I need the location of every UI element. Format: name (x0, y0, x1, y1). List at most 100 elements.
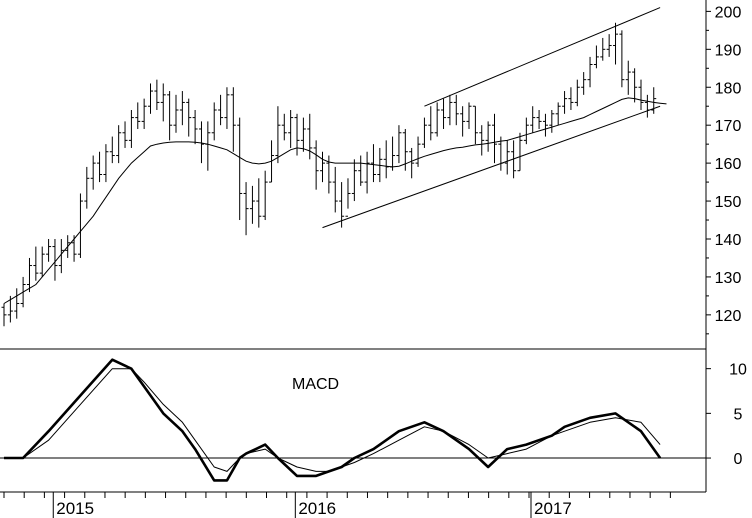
price-tick-label: 150 (715, 194, 742, 211)
price-bar (281, 113, 287, 141)
price-bar (154, 79, 160, 111)
price-bar (116, 125, 122, 164)
price-bar (441, 98, 447, 129)
price-bar (128, 110, 134, 148)
price-bar (339, 182, 345, 228)
price-bar (370, 144, 376, 183)
macd-tick-label: 10 (729, 362, 747, 379)
price-bar (77, 193, 83, 258)
price-bar (33, 246, 39, 281)
price-bar (243, 182, 249, 236)
price-bar (377, 147, 383, 183)
price-bar (632, 68, 638, 103)
price-bar (173, 94, 179, 133)
price-axis: 120 130 140 150 160 170 180 190 200 (706, 4, 742, 335)
price-bar (606, 34, 612, 57)
price-bars (1, 22, 657, 327)
year-label: 2017 (534, 499, 572, 518)
price-bar (345, 178, 351, 217)
price-bar (103, 144, 109, 183)
price-bar (122, 121, 128, 148)
price-tick-label: 120 (715, 308, 742, 325)
price-bar (14, 288, 20, 319)
price-bar (568, 87, 574, 111)
price-bar (332, 166, 338, 213)
price-bar (148, 83, 154, 114)
price-bar (218, 94, 224, 126)
price-bar (428, 106, 434, 141)
channel-lower-line (322, 105, 661, 229)
price-tick-label: 160 (715, 156, 742, 173)
price-bar (434, 102, 440, 137)
price-bar (466, 102, 472, 129)
price-bar (421, 117, 427, 148)
price-bar (46, 238, 52, 262)
price-bar (504, 140, 510, 175)
price-bar (109, 136, 115, 164)
price-bar (562, 91, 568, 114)
price-bar (7, 295, 13, 323)
price-bar (167, 91, 173, 141)
macd-axis: 0 5 10 (706, 362, 747, 468)
price-bar (460, 106, 466, 137)
price-bar (320, 151, 325, 183)
price-bar (135, 102, 141, 129)
price-tick-label: 200 (715, 4, 742, 21)
price-bar (237, 117, 243, 221)
price-bar (313, 140, 319, 190)
price-bar (179, 91, 185, 126)
price-bar (619, 30, 625, 88)
price-bar (20, 276, 26, 308)
price-bar (536, 110, 542, 129)
price-panel (1, 7, 667, 327)
price-bar (26, 257, 32, 293)
price-bar (275, 106, 281, 164)
price-bar (581, 72, 587, 95)
macd-tick-label: 0 (734, 451, 743, 468)
price-bar (485, 121, 491, 152)
time-axis: 2015 2016 2017 (3, 492, 671, 518)
price-bar (351, 159, 357, 202)
price-bar (479, 125, 485, 156)
price-bar (358, 155, 364, 186)
price-bar (269, 140, 275, 183)
price-bar (192, 110, 198, 145)
macd-lines (4, 358, 662, 482)
macd-panel: MACD (0, 358, 706, 482)
price-bar (491, 113, 497, 164)
price-tick-label: 180 (715, 80, 742, 97)
price-bar (472, 105, 478, 145)
price-bar (326, 155, 332, 194)
macd-tick-label: 5 (734, 406, 743, 423)
price-bar (198, 121, 204, 164)
price-bar (530, 106, 536, 133)
price-bar (256, 178, 262, 228)
price-bar (52, 238, 58, 281)
price-bar (307, 113, 313, 160)
price-bar (415, 136, 421, 167)
price-bar (97, 151, 103, 183)
price-bar (638, 79, 644, 111)
year-label: 2015 (56, 499, 94, 518)
price-bar (447, 94, 453, 126)
price-tick-label: 170 (715, 118, 742, 135)
price-bar (517, 132, 523, 172)
price-bar (39, 246, 45, 277)
price-bar (262, 170, 268, 221)
moving-average (3, 97, 667, 304)
price-bar (84, 166, 90, 209)
price-bar (160, 83, 166, 122)
price-bar (58, 238, 64, 274)
price-tick-label: 140 (715, 232, 742, 249)
price-bar (65, 235, 71, 258)
price-bar (390, 136, 396, 171)
price-bar (587, 56, 593, 88)
price-bar (90, 155, 96, 190)
price-bar (613, 22, 619, 65)
price-bar (211, 102, 217, 141)
price-bar (625, 60, 631, 95)
price-bar (186, 98, 192, 137)
price-bar (249, 185, 255, 224)
price-bar (141, 98, 147, 129)
